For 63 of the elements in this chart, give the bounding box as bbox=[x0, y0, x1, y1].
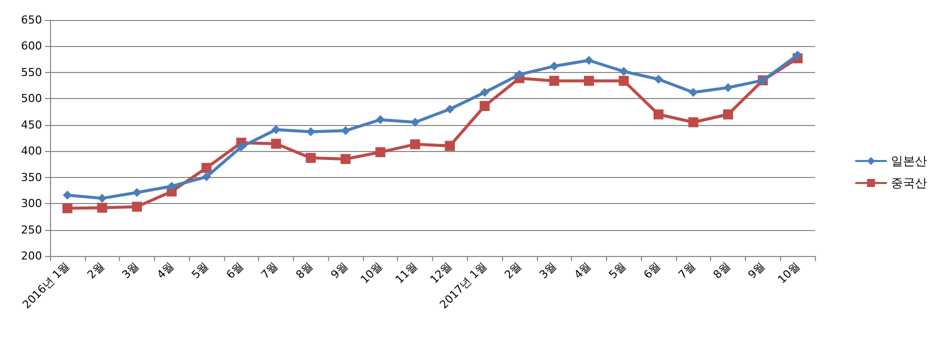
y-tick-label: 200 bbox=[21, 250, 42, 262]
point bbox=[724, 83, 733, 92]
point bbox=[793, 50, 802, 60]
point bbox=[688, 117, 698, 128]
x-tick-label: 4월 bbox=[154, 259, 176, 282]
point bbox=[514, 70, 524, 80]
legend-label: 일본산 bbox=[891, 154, 927, 168]
x-tick-label: 7월 bbox=[676, 259, 698, 282]
y-tick-label: 250 bbox=[21, 223, 42, 236]
x-tick-label: 6월 bbox=[224, 259, 246, 282]
point bbox=[654, 74, 664, 84]
point bbox=[62, 203, 72, 214]
x-tick-label: 2월 bbox=[502, 259, 524, 282]
point bbox=[341, 126, 350, 136]
x-tick-label: 2월 bbox=[84, 259, 107, 282]
x-tick-label: 8월 bbox=[710, 259, 733, 282]
point bbox=[340, 154, 351, 164]
x-tick-label: 5월 bbox=[606, 259, 628, 282]
point bbox=[236, 142, 246, 152]
point bbox=[445, 104, 454, 114]
x-tick-label: 9월 bbox=[328, 259, 350, 282]
y-tick-label: 650 bbox=[21, 14, 42, 26]
legend-label: 중국산 bbox=[891, 176, 927, 190]
point bbox=[167, 182, 176, 191]
point bbox=[584, 56, 594, 65]
point bbox=[654, 109, 664, 120]
point bbox=[618, 76, 629, 86]
y-tick-label: 400 bbox=[21, 144, 42, 158]
x-tick-label: 3월 bbox=[120, 259, 142, 282]
point bbox=[444, 140, 455, 151]
point bbox=[98, 194, 107, 203]
point bbox=[550, 62, 559, 71]
point bbox=[549, 76, 560, 86]
point bbox=[201, 162, 212, 173]
point bbox=[410, 139, 420, 150]
x-tick-label: 9월 bbox=[746, 259, 768, 282]
y-tick-label: 300 bbox=[21, 197, 42, 210]
y-tick-label: 500 bbox=[21, 92, 42, 106]
point bbox=[376, 115, 385, 124]
point bbox=[202, 172, 211, 182]
x-tick-label: 6월 bbox=[641, 259, 664, 282]
y-tick-label: 350 bbox=[21, 170, 42, 184]
point bbox=[723, 109, 734, 120]
y-tick-label: 600 bbox=[21, 40, 42, 53]
point bbox=[584, 76, 594, 86]
y-tick-label: 450 bbox=[21, 118, 42, 132]
x-tick-label: 3월 bbox=[536, 259, 559, 282]
point bbox=[306, 152, 316, 163]
point bbox=[132, 188, 142, 198]
x-tick-label: 4월 bbox=[572, 259, 594, 282]
point bbox=[480, 88, 490, 97]
point bbox=[375, 147, 386, 158]
point bbox=[619, 66, 628, 76]
point bbox=[480, 101, 490, 112]
x-tick-label: 5월 bbox=[189, 259, 212, 282]
y-tick-label: 550 bbox=[21, 66, 42, 79]
point bbox=[62, 190, 72, 200]
x-tick-label: 8월 bbox=[293, 259, 316, 282]
x-tick-label: 7월 bbox=[258, 259, 281, 282]
point bbox=[688, 88, 698, 97]
point bbox=[271, 138, 282, 149]
point bbox=[132, 202, 142, 212]
point bbox=[97, 202, 108, 213]
